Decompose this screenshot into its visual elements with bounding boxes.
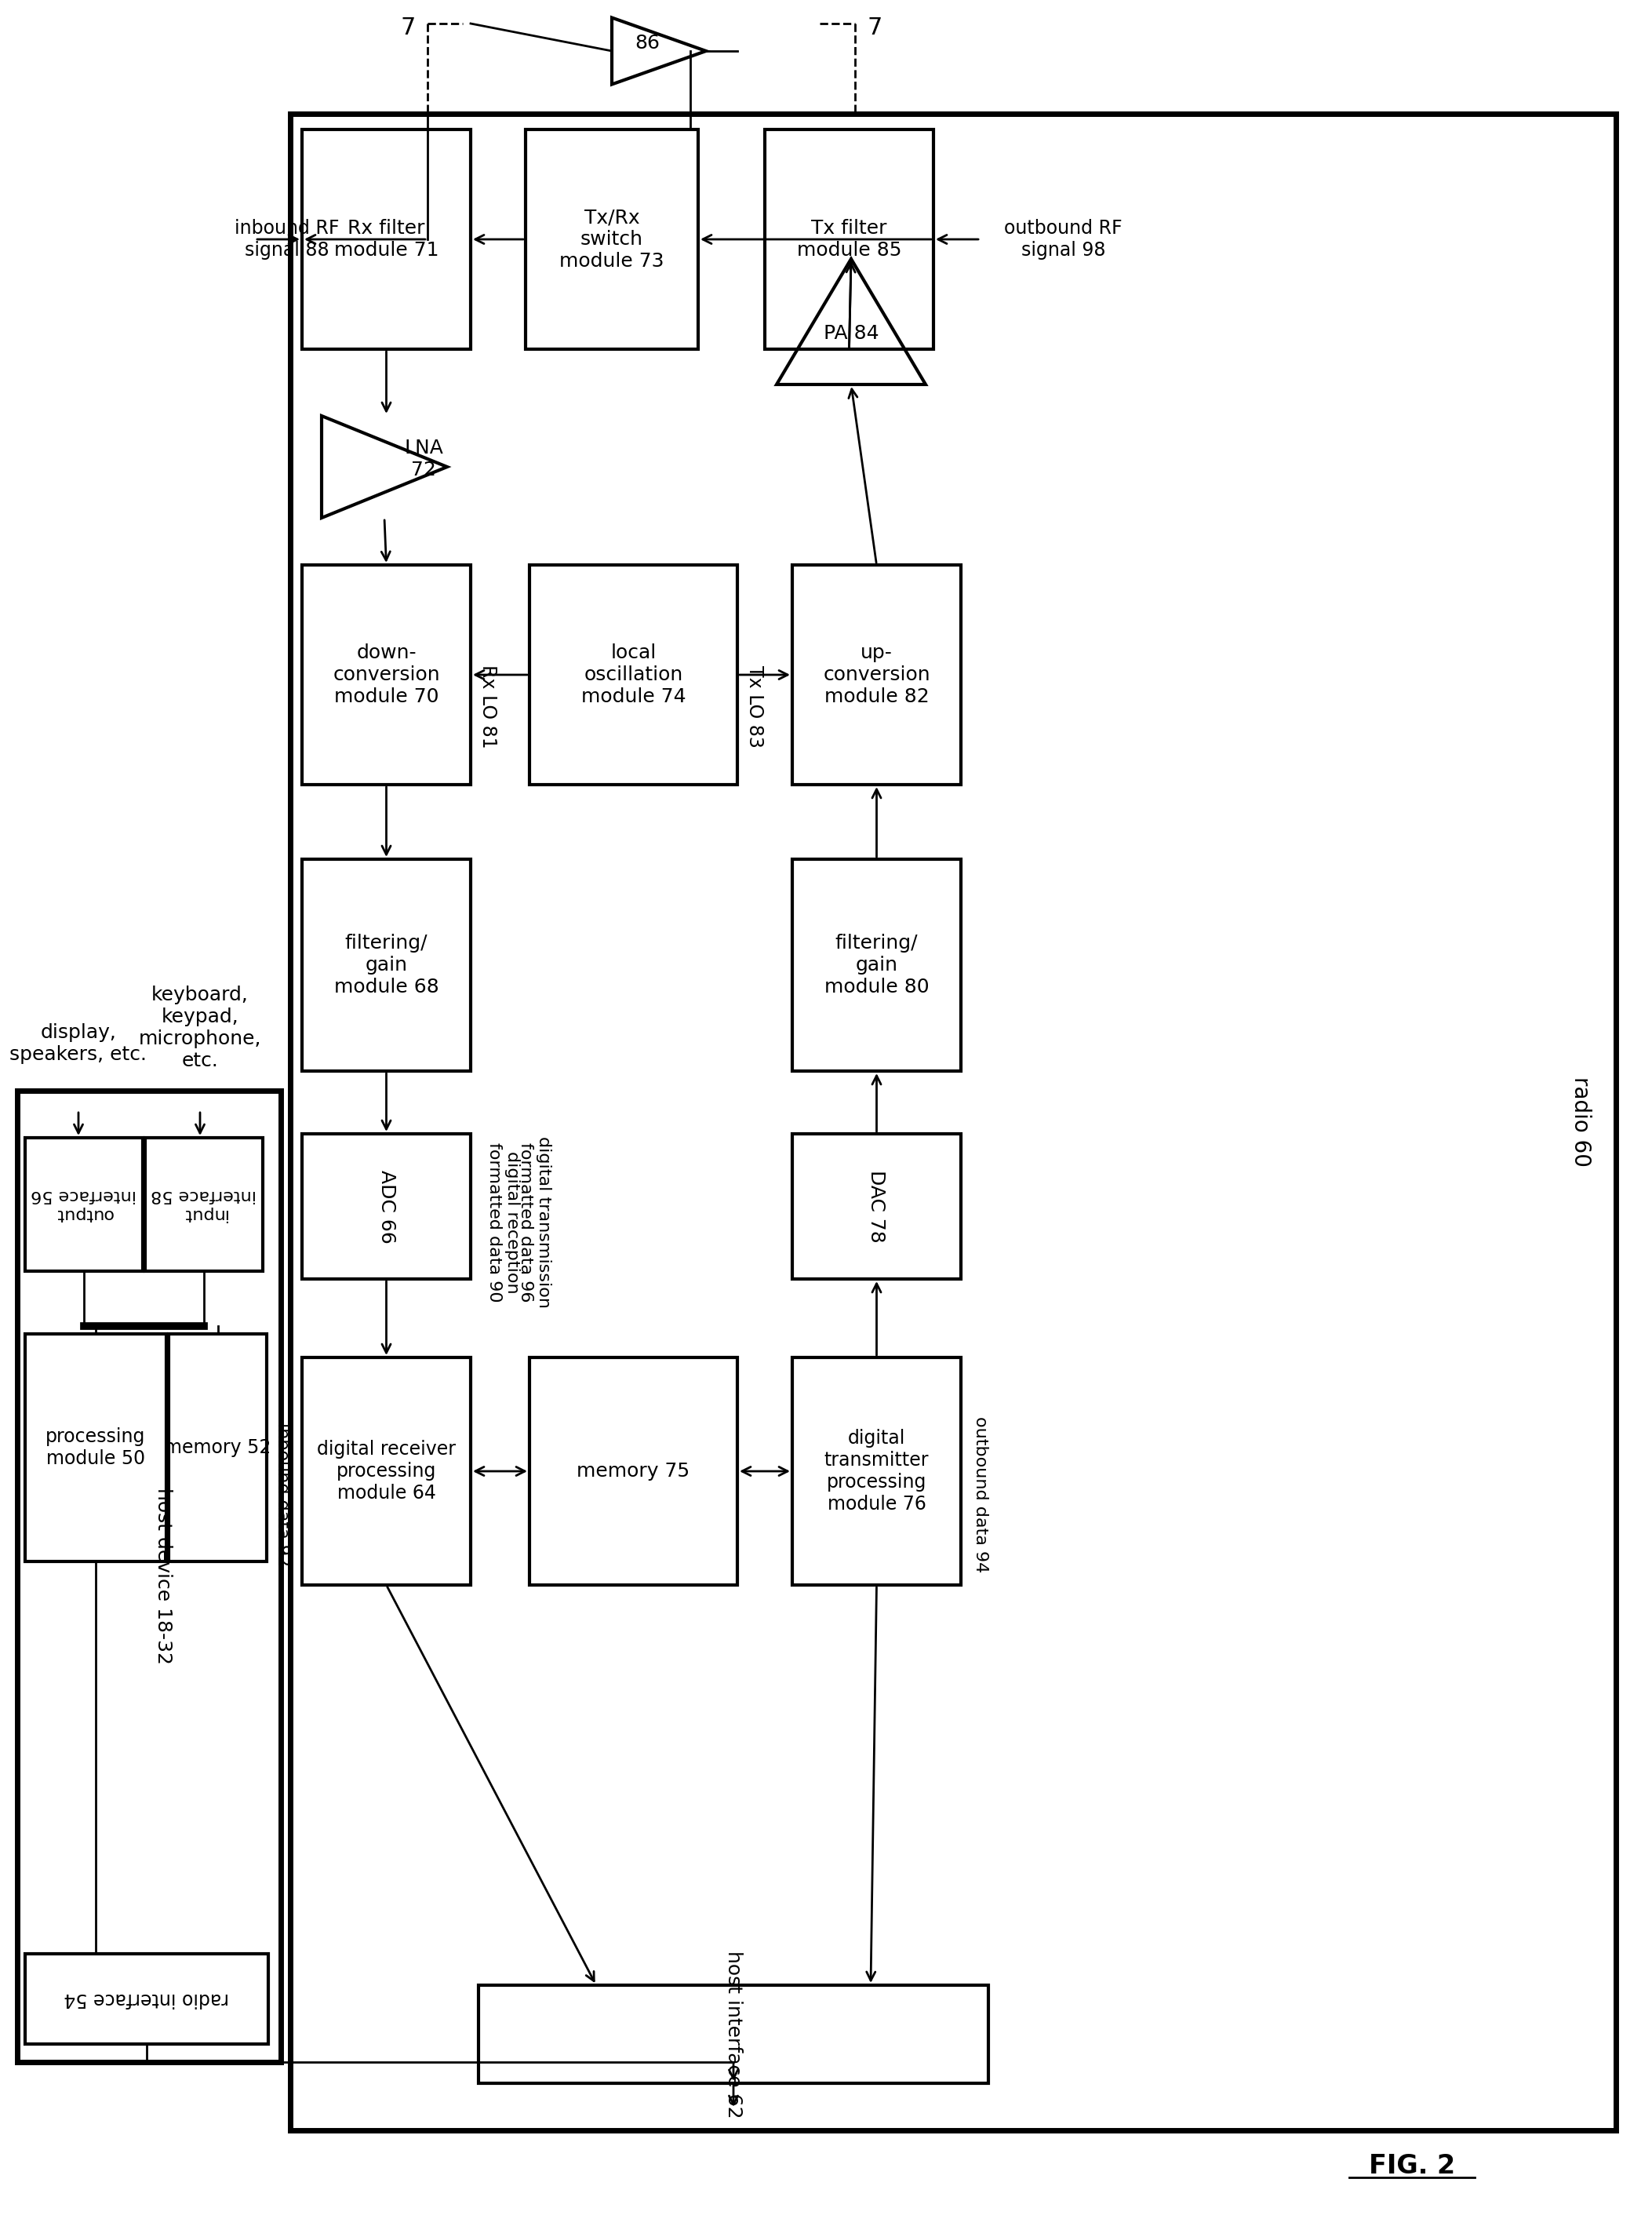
Text: digital reception
formatted data 90: digital reception formatted data 90 [486,1143,520,1303]
Text: memory 52: memory 52 [164,1438,271,1458]
Text: DAC 78: DAC 78 [867,1169,885,1243]
Bar [530,1358,737,1584]
Text: PA 84: PA 84 [823,324,879,344]
Bar [25,1953,268,2044]
Text: filtering/
gain
module 80: filtering/ gain module 80 [824,934,928,996]
Text: Tx filter
module 85: Tx filter module 85 [796,220,902,260]
Text: 7: 7 [400,16,416,40]
Text: memory 75: memory 75 [577,1462,691,1480]
Bar [302,859,471,1072]
Bar [302,129,471,348]
Text: radio 60: radio 60 [1569,1076,1591,1167]
Text: local
oscillation
module 74: local oscillation module 74 [582,644,686,706]
Bar [145,1138,263,1271]
Text: host device 18-32: host device 18-32 [154,1489,172,1664]
Bar [25,1138,142,1271]
Bar [169,1334,266,1562]
Bar [302,566,471,786]
Text: digital receiver
processing
module 64: digital receiver processing module 64 [317,1440,456,1502]
Bar [25,1334,167,1562]
Text: digital
transmitter
processing
module 76: digital transmitter processing module 76 [824,1429,928,1513]
Text: Rx filter
module 71: Rx filter module 71 [334,220,439,260]
Text: filtering/
gain
module 68: filtering/ gain module 68 [334,934,439,996]
Text: Tx/Rx
switch
module 73: Tx/Rx switch module 73 [560,209,664,271]
Bar [291,113,1616,2130]
Text: outbound RF
signal 98: outbound RF signal 98 [1004,220,1122,260]
Text: radio interface 54: radio interface 54 [64,1990,230,2008]
Text: processing
module 50: processing module 50 [46,1427,145,1469]
Text: outbound data 94: outbound data 94 [973,1416,988,1573]
Bar [793,859,961,1072]
Bar [479,1986,988,2084]
Bar [530,566,737,786]
Bar [525,129,699,348]
Text: output
interface 56: output interface 56 [31,1187,137,1220]
Text: 7: 7 [867,16,882,40]
Text: FIG. 2: FIG. 2 [1370,2152,1455,2179]
Bar [793,1134,961,1278]
Text: LNA
72: LNA 72 [405,439,443,479]
Bar [302,1134,471,1278]
Text: Tx LO 83: Tx LO 83 [745,666,763,748]
Text: down-
conversion
module 70: down- conversion module 70 [332,644,439,706]
Bar [793,566,961,786]
Text: 86: 86 [634,33,659,53]
Text: ADC 66: ADC 66 [377,1169,396,1243]
Text: up-
conversion
module 82: up- conversion module 82 [823,644,930,706]
Text: Rx LO 81: Rx LO 81 [479,663,497,748]
Text: inbound RF
signal 88: inbound RF signal 88 [235,220,339,260]
Text: input
interface 58: input interface 58 [150,1187,256,1220]
Bar [17,1092,281,2061]
Bar [302,1358,471,1584]
Text: digital transmission
formatted data 96: digital transmission formatted data 96 [517,1136,552,1307]
Text: keyboard,
keypad,
microphone,
etc.: keyboard, keypad, microphone, etc. [139,985,261,1070]
Text: display,
speakers, etc.: display, speakers, etc. [10,1023,147,1063]
Text: inbound data 92: inbound data 92 [274,1422,291,1567]
Text: host interface 62: host interface 62 [724,1951,743,2117]
Bar [793,1358,961,1584]
Bar [765,129,933,348]
